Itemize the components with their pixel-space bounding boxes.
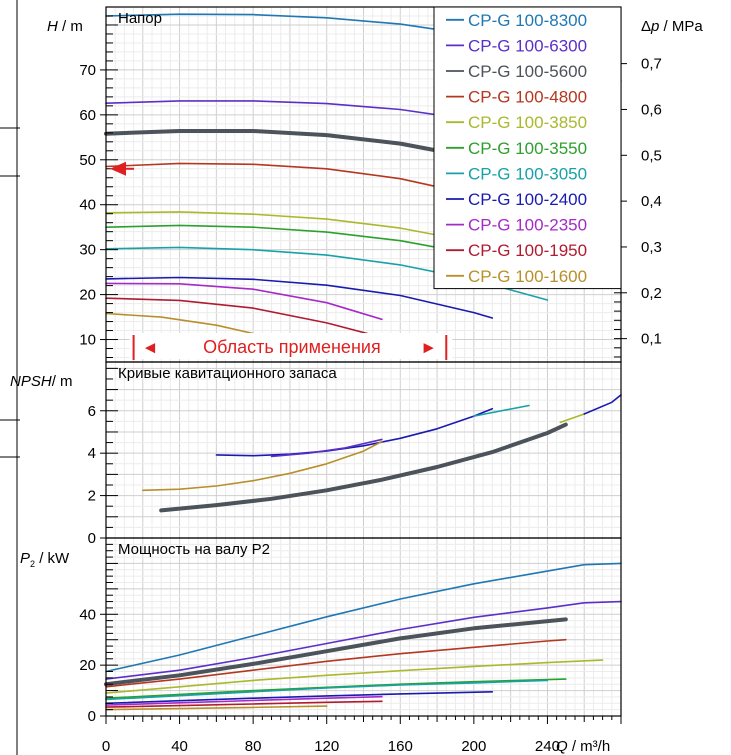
legend-box: [433, 6, 622, 290]
overlay-layer: Напор Кривые кавитационного запаса Мощност…: [0, 0, 703, 755]
tick-label-y: 0: [88, 530, 96, 547]
series-line-3-7: [105, 679, 549, 701]
y-axis-label-var: H: [47, 18, 58, 35]
tick-label-y: 40: [79, 606, 96, 623]
y-axis-label-power-var: P: [20, 550, 30, 567]
series-line-3-2: [105, 600, 622, 680]
y-axis-label-head: H / m: [47, 18, 83, 35]
tick-label-y2: 0,3: [641, 239, 662, 256]
series-line-2-3: [270, 438, 383, 458]
legend-entry: CP-G 100-3050: [468, 164, 587, 183]
tick-label-y2: 0,2: [641, 285, 662, 302]
series-line-2-2: [473, 404, 530, 417]
panel-title-3: Мощность на валу P2: [118, 541, 270, 558]
y-axis-label-power-sub: 2: [30, 559, 35, 569]
legend-entry: CP-G 100-2350: [468, 216, 587, 235]
y-axis-label-power-unit: / kW: [35, 550, 70, 567]
tick-label-x: 200: [461, 738, 486, 755]
legend-entry: CP-G 100-6300: [468, 36, 587, 55]
tick-label-y: 10: [79, 332, 96, 349]
legend: CP-G 100-8300 CP-G 100-6300 CP-G 100-5600 C…: [433, 6, 622, 290]
series-line-2-5: [159, 422, 568, 513]
x-axis-label-unit: / m³/h: [568, 738, 611, 755]
series-line-1-9: [105, 282, 383, 321]
legend-entry: CP-G 100-3550: [468, 139, 587, 158]
series-line-1-10: [105, 297, 383, 339]
y-axis-label-npsh-unit: / m: [52, 373, 73, 390]
tick-label-x: 80: [245, 738, 262, 755]
tick-label-x: 240: [535, 738, 560, 755]
x-axis-label: Q / m³/h: [556, 738, 610, 755]
tick-label-y: 50: [79, 152, 96, 169]
y-axis-label-power: P2 / kW: [20, 550, 70, 569]
y-axis-label-npsh: NPSH/ m: [10, 373, 73, 390]
y2-axis-label-unit: / MPa: [659, 18, 703, 35]
tick-label-y2: 0,1: [641, 331, 662, 348]
series-line-2-4: [142, 440, 383, 492]
series-line-3-4: [105, 638, 567, 688]
application-range-bg: [129, 333, 453, 359]
legend-entry: CP-G 100-1600: [468, 267, 587, 286]
y-axis-label-unit: / m: [58, 18, 83, 35]
tick-label-y: 40: [79, 197, 96, 214]
series-line-2-1: [215, 407, 494, 457]
panel-title-2: Кривые кавитационного запаса: [118, 365, 337, 382]
application-range-left-arrow: ◄: [142, 338, 159, 357]
tick-label-y2: 0,5: [641, 147, 662, 164]
x-axis-label-var: Q: [556, 738, 568, 755]
tick-label-y: 4: [88, 445, 96, 462]
series-line-3-10: [105, 700, 383, 708]
application-range-right-arrow: ►: [420, 338, 437, 357]
tick-label-x: 40: [171, 738, 188, 755]
y2-axis-label-prefix: Δ: [641, 18, 651, 35]
legend-entry: CP-G 100-8300: [468, 11, 587, 30]
y-axis-label-npsh-var: NPSH: [10, 373, 52, 390]
tick-label-y2: 0,4: [641, 193, 662, 210]
tick-label-y: 20: [79, 287, 96, 304]
tick-label-y: 20: [79, 657, 96, 674]
grid-layer: [105, 6, 622, 717]
tick-label-y: 6: [88, 403, 96, 420]
tick-label-y: 2: [88, 488, 96, 505]
legend-entry: CP-G 100-1950: [468, 241, 587, 260]
legend-entry: CP-G 100-3850: [468, 113, 587, 132]
tick-label-y: 30: [79, 242, 96, 259]
tick-label-y2: 0,6: [641, 101, 662, 118]
legend-entry: CP-G 100-4800: [468, 88, 587, 107]
y2-axis-label: Δp / MPa: [641, 18, 703, 35]
series-line-3-8: [105, 690, 494, 705]
series-line-3-11: [105, 705, 328, 711]
tick-label-x: 120: [314, 738, 339, 755]
series-line-3-9: [105, 695, 383, 706]
series-line-1-8: [105, 276, 494, 319]
legend-entry: CP-G 100-2400: [468, 190, 587, 209]
operating-point-arrow: [110, 161, 126, 176]
series-line-2-7: [583, 394, 622, 415]
application-range-label: Область применения: [203, 337, 381, 357]
tick-label-x: 0: [102, 738, 110, 755]
legend-entry: CP-G 100-5600: [468, 62, 587, 81]
y2-axis-label-var: p: [650, 18, 659, 35]
series-line-3-1: [105, 562, 622, 673]
series-line-2-6: [559, 413, 586, 424]
tick-label-y: 60: [79, 107, 96, 124]
series-line-3-5: [105, 659, 604, 694]
panel-title-1: Напор: [118, 10, 162, 27]
tick-label-x: 160: [388, 738, 413, 755]
series-line-3-3: [104, 617, 568, 687]
tick-label-y: 0: [88, 708, 96, 725]
tick-label-y: 70: [79, 62, 96, 79]
tick-label-y2: 0,7: [641, 56, 662, 73]
